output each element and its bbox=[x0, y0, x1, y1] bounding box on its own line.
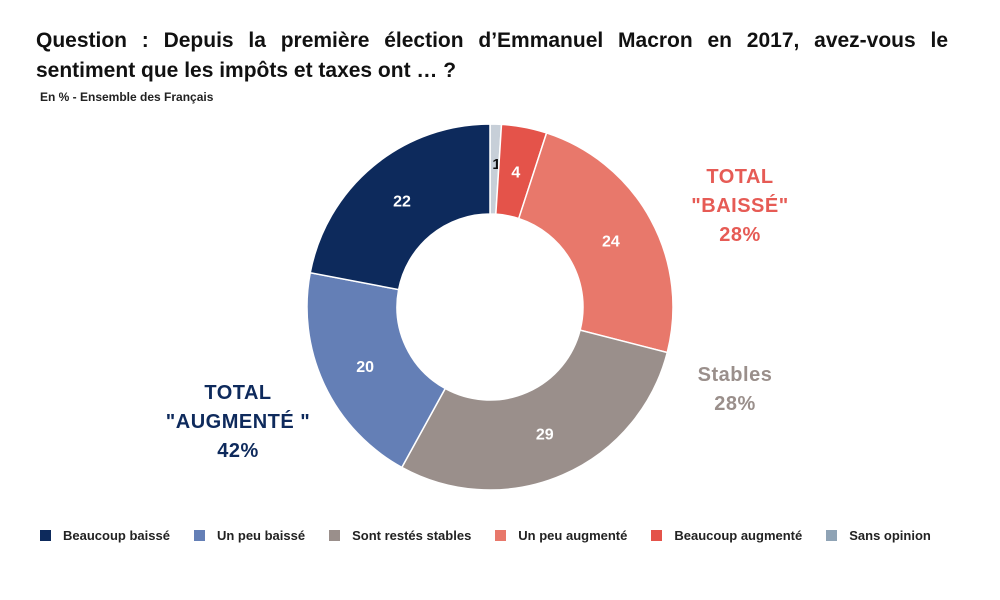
slice-value-label: 20 bbox=[356, 359, 374, 376]
total-stables-label: Stables bbox=[697, 364, 773, 386]
legend-label: Un peu augmenté bbox=[518, 528, 628, 543]
total-augmente-label: TOTAL bbox=[204, 382, 272, 404]
total-augmente-annotation: TOTAL "AUGMENTÉ " 42% bbox=[158, 379, 318, 466]
legend-item: Beaucoup baissé bbox=[40, 528, 170, 543]
slice-un-peu-augmente bbox=[517, 132, 674, 354]
slice-value-label: 24 bbox=[602, 234, 620, 251]
total-augmente-value: 42% bbox=[217, 440, 259, 462]
legend-item: Beaucoup augmenté bbox=[651, 528, 802, 543]
legend-swatch bbox=[40, 530, 51, 541]
slice-value-label: 22 bbox=[393, 194, 411, 211]
total-stables-value: 28% bbox=[714, 393, 756, 415]
total-stables-annotation: Stables 28% bbox=[660, 361, 810, 419]
chart-legend: Beaucoup baissé Un peu baissé Sont restés … bbox=[40, 528, 980, 543]
legend-item: Un peu augmenté bbox=[495, 528, 627, 543]
chart-subtitle: En % - Ensemble des Français bbox=[40, 90, 214, 104]
legend-swatch bbox=[495, 530, 507, 541]
slice-un-peu-baisse bbox=[306, 271, 447, 469]
slice-value-label: 29 bbox=[536, 427, 554, 444]
total-baisse-caption: "BAISSÉ" bbox=[691, 195, 789, 217]
total-baisse-annotation: TOTAL "BAISSÉ" 28% bbox=[660, 163, 820, 250]
legend-label: Sont restés stables bbox=[352, 528, 472, 543]
total-baisse-label: TOTAL bbox=[706, 166, 774, 188]
legend-item: Sans opinion bbox=[826, 528, 931, 543]
slice-value-label: 4 bbox=[511, 164, 520, 181]
legend-swatch bbox=[329, 530, 341, 541]
slice-value-label: 1 bbox=[492, 156, 500, 173]
slice-sont-restes-stables bbox=[400, 329, 669, 491]
total-baisse-value: 28% bbox=[719, 224, 761, 246]
legend-swatch bbox=[193, 530, 205, 541]
legend-swatch bbox=[651, 530, 663, 541]
total-augmente-caption: "AUGMENTÉ " bbox=[165, 411, 311, 433]
legend-label: Un peu baissé bbox=[216, 528, 306, 543]
question-title: Question : Depuis la première élection d… bbox=[36, 29, 948, 82]
legend-label: Beaucoup baissé bbox=[63, 528, 170, 543]
legend-item: Sont restés stables bbox=[329, 528, 471, 543]
legend-item: Un peu baissé bbox=[193, 528, 306, 543]
legend-label: Sans opinion bbox=[849, 528, 931, 543]
slice-beaucoup-baisse bbox=[309, 123, 491, 291]
legend-swatch bbox=[826, 530, 838, 541]
legend-label: Beaucoup augmenté bbox=[674, 528, 803, 543]
